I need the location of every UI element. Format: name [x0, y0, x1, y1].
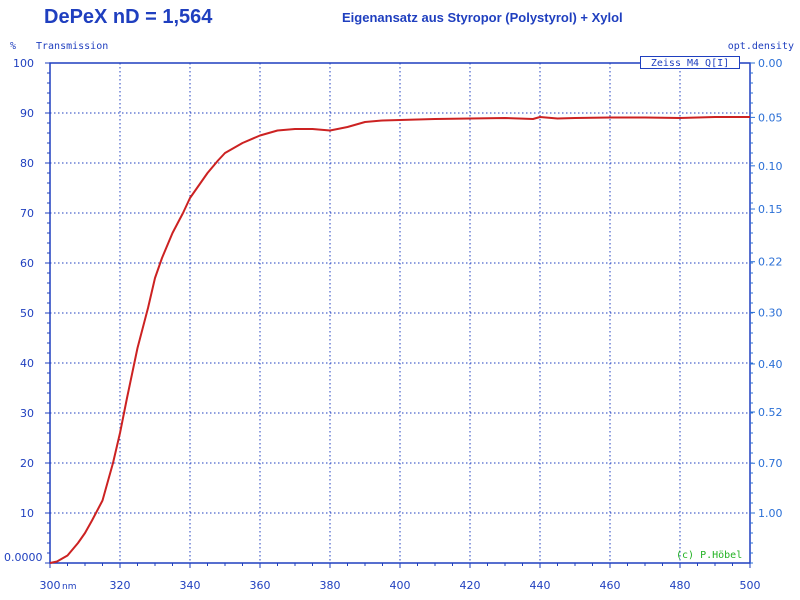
y-tick-label-left: 90 — [20, 107, 34, 120]
y-tick-label-right: 0.22 — [758, 256, 783, 269]
x-tick-label: 420 — [460, 579, 481, 592]
x-tick-label: 300 — [40, 579, 61, 592]
y-tick-label-right: 0.52 — [758, 406, 783, 419]
y-tick-label-right: 0.40 — [758, 358, 783, 371]
y-tick-label-right: 0.15 — [758, 203, 783, 216]
transmission-curve — [49, 116, 750, 564]
y-tick-label-right: 0.10 — [758, 160, 783, 173]
y-tick-label-left: 60 — [20, 257, 34, 270]
right-axis-label: opt.density — [727, 41, 794, 52]
y-tick-label-right: 0.30 — [758, 306, 783, 319]
y-tick-label-left: 10 — [20, 507, 34, 520]
chart-title: DePeX nD = 1,564 — [44, 6, 213, 28]
x-tick-label: 500 — [740, 579, 761, 592]
y-tick-label-right: 1.00 — [758, 507, 783, 520]
left-axis-unit: % — [10, 41, 17, 52]
x-tick-label: 480 — [670, 579, 691, 592]
y-tick-label-right: 0.05 — [758, 111, 783, 124]
instrument-legend: Zeiss M4 Q[I] — [640, 56, 740, 69]
y-tick-label-left: 40 — [20, 357, 34, 370]
x-tick-label: 320 — [110, 579, 131, 592]
y-tick-label-left: 100 — [13, 57, 34, 70]
left-axis-label: Transmission — [36, 41, 109, 52]
x-unit-label: nm — [62, 582, 76, 592]
x-tick-label: 380 — [320, 579, 341, 592]
x-tick-label: 360 — [250, 579, 271, 592]
y-tick-label-left: 30 — [20, 407, 34, 420]
x-tick-label: 400 — [390, 579, 411, 592]
x-tick-label: 460 — [600, 579, 621, 592]
copyright-text: (c) P.Höbel — [676, 550, 743, 561]
y-tick-label-right: 0.70 — [758, 457, 783, 470]
y-tick-label-left: 70 — [20, 207, 34, 220]
x-tick-label: 340 — [180, 579, 201, 592]
y-tick-label-left: 20 — [20, 457, 34, 470]
chart-subtitle: Eigenansatz aus Styropor (Polystyrol) + … — [342, 10, 623, 25]
x-tick-label: 440 — [530, 579, 551, 592]
y-tick-label-left: 50 — [20, 307, 34, 320]
y-tick-label-left: 80 — [20, 157, 34, 170]
y-tick-label-right: 0.00 — [758, 57, 783, 70]
y-tick-label-left: 0.0000 — [4, 551, 43, 564]
